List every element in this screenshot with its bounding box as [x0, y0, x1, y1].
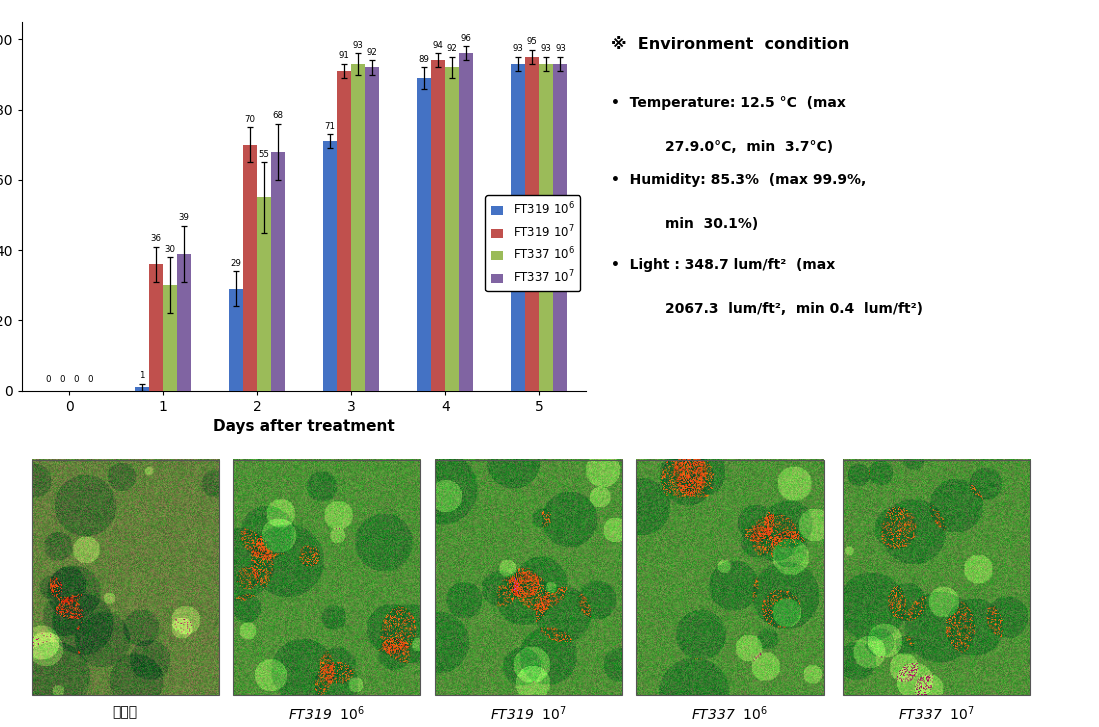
- Text: 1: 1: [140, 371, 145, 380]
- Text: 0: 0: [88, 375, 93, 385]
- Text: 0: 0: [74, 375, 79, 385]
- Text: FT319  $10^7$: FT319 $10^7$: [490, 704, 567, 723]
- Text: 36: 36: [151, 234, 162, 243]
- Bar: [435, 459, 622, 695]
- Bar: [229, 289, 243, 390]
- Bar: [271, 152, 286, 390]
- Text: 무처리: 무처리: [112, 704, 137, 719]
- Bar: [257, 198, 271, 390]
- Text: 2067.3  lum/ft²,  min 0.4  lum/ft²): 2067.3 lum/ft², min 0.4 lum/ft²): [665, 302, 923, 316]
- Text: 92: 92: [367, 48, 378, 57]
- Bar: [32, 459, 219, 695]
- Bar: [417, 78, 431, 390]
- Bar: [233, 459, 421, 695]
- Text: 71: 71: [324, 121, 335, 131]
- Bar: [843, 459, 1030, 695]
- Bar: [352, 64, 365, 390]
- Bar: [525, 57, 540, 390]
- Text: 95: 95: [526, 37, 537, 47]
- Bar: [445, 68, 459, 390]
- Text: FT319  $10^6$: FT319 $10^6$: [288, 704, 365, 723]
- X-axis label: Days after treatment: Days after treatment: [213, 419, 395, 434]
- Text: min  30.1%): min 30.1%): [665, 217, 758, 231]
- Text: 0: 0: [59, 375, 65, 385]
- Text: 93: 93: [541, 44, 552, 53]
- Text: ※  Environment  condition: ※ Environment condition: [611, 36, 850, 52]
- Text: 68: 68: [273, 111, 284, 120]
- Bar: [540, 64, 554, 390]
- Text: 70: 70: [245, 115, 256, 124]
- Text: 93: 93: [555, 44, 566, 53]
- Text: 93: 93: [512, 44, 523, 53]
- Bar: [511, 64, 525, 390]
- Text: 0: 0: [45, 375, 51, 385]
- Bar: [337, 71, 352, 390]
- Bar: [243, 145, 257, 390]
- Text: 29: 29: [231, 259, 242, 268]
- Bar: [459, 53, 474, 390]
- Legend: FT319 $10^6$, FT319 $10^7$, FT337 $10^6$, FT337 $10^7$: FT319 $10^6$, FT319 $10^7$, FT337 $10^6$…: [486, 196, 580, 291]
- Text: 39: 39: [179, 213, 190, 222]
- Bar: [135, 387, 149, 390]
- Bar: [163, 285, 177, 390]
- Bar: [636, 459, 823, 695]
- Bar: [323, 141, 337, 390]
- Text: 93: 93: [353, 41, 364, 50]
- Text: 27.9.0°C,  min  3.7°C): 27.9.0°C, min 3.7°C): [665, 140, 833, 154]
- Bar: [177, 254, 191, 390]
- Bar: [431, 60, 445, 390]
- Text: •  Temperature: 12.5 °C  (max: • Temperature: 12.5 °C (max: [611, 95, 846, 110]
- Text: FT337  $10^6$: FT337 $10^6$: [691, 704, 768, 723]
- Text: 94: 94: [433, 41, 444, 50]
- Bar: [365, 68, 379, 390]
- Text: 30: 30: [165, 245, 176, 254]
- Text: •  Light : 348.7 lum/ft²  (max: • Light : 348.7 lum/ft² (max: [611, 258, 835, 272]
- Bar: [149, 264, 163, 390]
- Text: •  Humidity: 85.3%  (max 99.9%,: • Humidity: 85.3% (max 99.9%,: [611, 173, 866, 187]
- Bar: [554, 64, 567, 390]
- Text: FT337  $10^7$: FT337 $10^7$: [898, 704, 975, 723]
- Text: 96: 96: [460, 34, 471, 43]
- Text: 92: 92: [447, 44, 457, 53]
- Text: 89: 89: [419, 55, 430, 64]
- Text: 91: 91: [338, 52, 349, 60]
- Text: 55: 55: [258, 150, 269, 158]
